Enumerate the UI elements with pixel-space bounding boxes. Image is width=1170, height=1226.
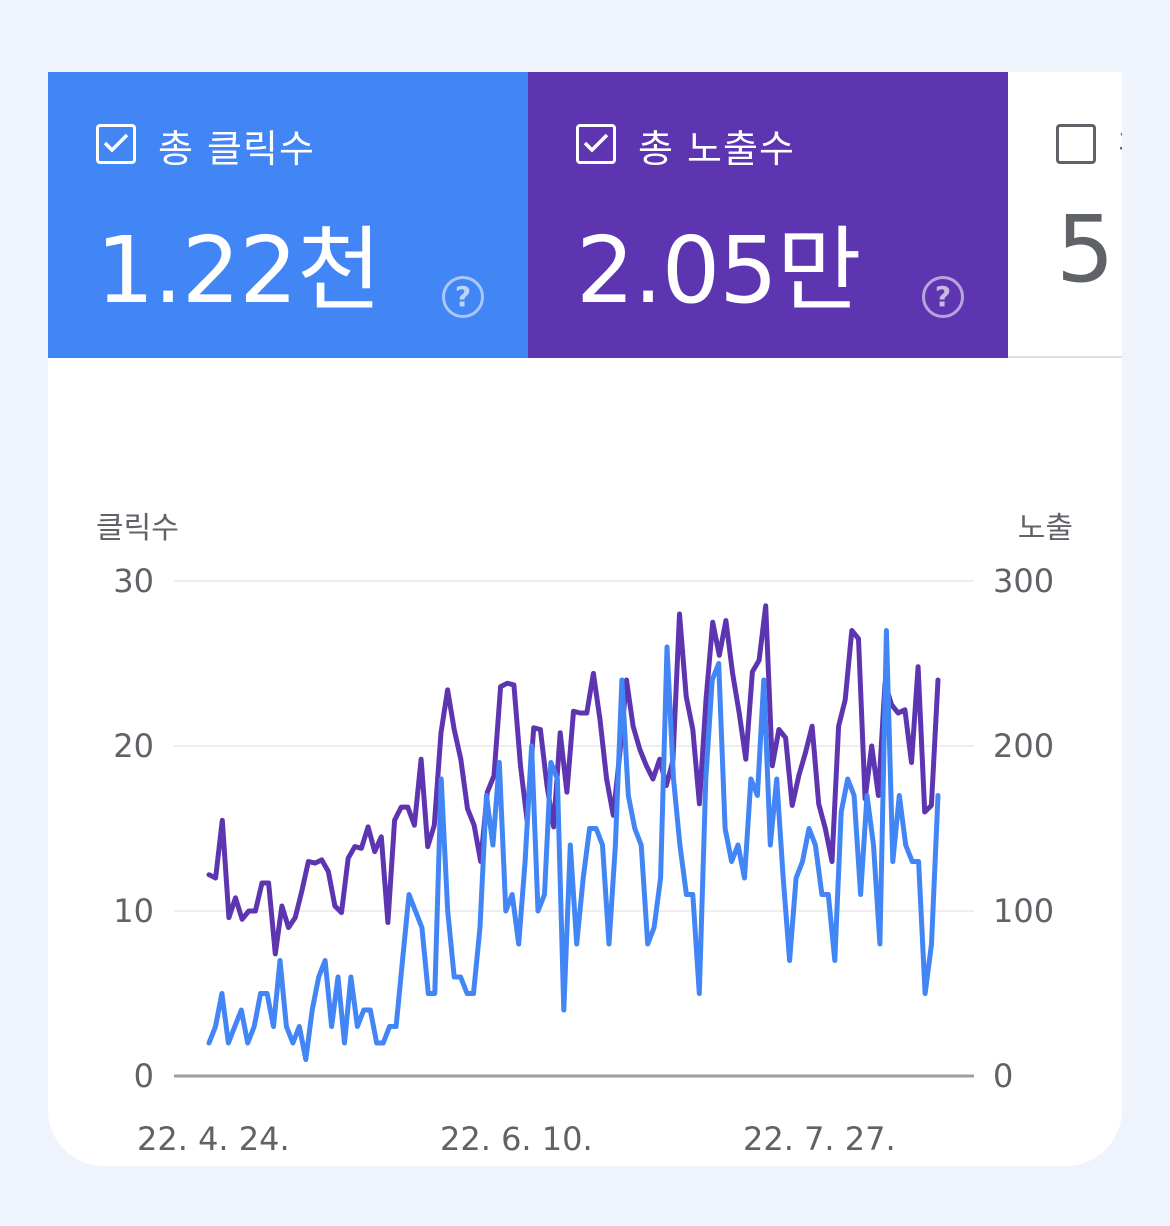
y-left-tick-label: 20 [113,727,154,765]
metric-value: 2.05만 [576,217,861,324]
metric-value: 1.22천 [96,217,381,324]
metric-tile-total-impressions[interactable]: 총 노출수 2.05만 ? [528,72,1008,358]
checkbox-checked-icon[interactable] [96,124,136,164]
y-left-axis-title: 클릭수 [96,511,179,546]
clicks-line [206,628,941,1062]
help-icon[interactable]: ? [922,276,964,318]
checkbox-unchecked-icon[interactable] [1056,124,1096,164]
performance-card: 총 클릭수 1.22천 ? 총 노출수 2.05만 ? 평 5. 클릭수 노출 … [48,72,1122,1166]
y-right-tick-labels: 0 100 200 300 [993,562,1054,1095]
x-tick-label: 22. 6. 10. [440,1120,593,1158]
y-left-tick-labels: 0 10 20 30 [113,562,154,1095]
metric-tile-total-clicks[interactable]: 총 클릭수 1.22천 ? [48,72,528,358]
metric-label: 평 [1118,118,1122,173]
y-right-tick-label: 100 [993,892,1054,930]
y-right-tick-label: 200 [993,727,1054,765]
y-left-tick-label: 10 [113,892,154,930]
y-left-tick-label: 0 [134,1057,154,1095]
tab-divider [1008,356,1122,358]
series-lines [206,603,941,1062]
x-tick-label: 22. 7. 27. [743,1120,896,1158]
metric-label: 총 클릭수 [158,127,315,171]
chart-area: 클릭수 노출 0 10 20 30 0 100 200 300 22. 4. 24. 22. … [48,358,1122,1166]
x-tick-label: 22. 4. 24. [137,1120,290,1158]
y-right-tick-label: 300 [993,562,1054,600]
metric-value: 5. [1056,196,1122,303]
x-tick-labels: 22. 4. 24. 22. 6. 10. 22. 7. 27. [137,1120,896,1158]
y-right-axis-title: 노출 [1018,511,1073,546]
metric-tile-average-ctr[interactable]: 평 5. [1008,72,1122,358]
metric-label: 총 노출수 [638,127,795,171]
y-right-tick-label: 0 [993,1057,1013,1095]
y-left-tick-label: 30 [113,562,154,600]
impressions-line [206,603,941,957]
checkbox-checked-icon[interactable] [576,124,616,164]
help-icon[interactable]: ? [442,276,484,318]
